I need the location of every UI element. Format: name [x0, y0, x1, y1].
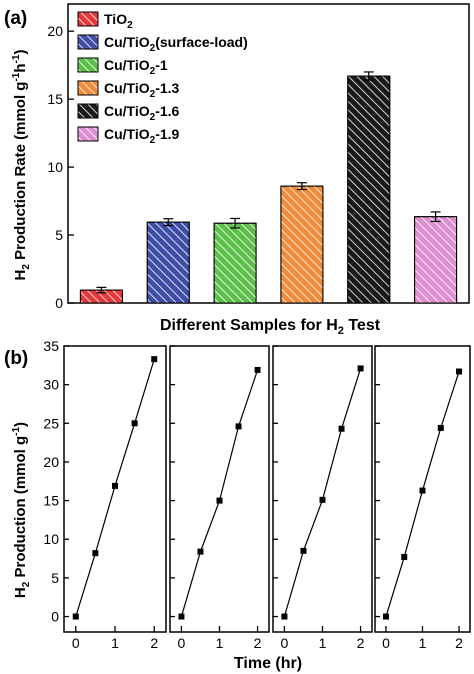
panel-b-ylabel: H2 Production (mmol g-1)	[11, 422, 32, 598]
data-point	[338, 425, 345, 432]
panel-a-xlabel: Different Samples for H2 Test	[160, 317, 381, 337]
data-point	[419, 487, 426, 494]
data-point	[300, 547, 307, 554]
y-tick-label: 25	[43, 415, 59, 431]
x-tick-label: 1	[111, 635, 119, 651]
x-tick-label: 2	[357, 635, 365, 651]
data-point	[281, 613, 288, 620]
data-point	[92, 550, 99, 557]
y-tick-label: 30	[43, 377, 59, 393]
legend-label: Cu/TiO2(surface-load)	[104, 34, 248, 54]
panel-a-label: (a)	[4, 8, 27, 29]
x-tick-label: 0	[178, 635, 186, 651]
y-tick-label: 10	[47, 159, 63, 175]
data-point	[235, 423, 242, 430]
y-tick-label: 15	[43, 493, 59, 509]
y-tick-label: 0	[51, 609, 59, 625]
data-point	[456, 368, 463, 375]
plot-frame	[67, 3, 470, 304]
data-point	[112, 482, 118, 489]
data-point	[216, 497, 223, 504]
data-point	[382, 613, 389, 620]
legend-swatch-hatch	[77, 80, 99, 96]
x-tick-label: 1	[419, 635, 427, 651]
legend-swatch-hatch	[77, 34, 99, 50]
bar-chart-panel: 0 5 10 15 20 TiO2 Cu/TiO2(surface-load) Cu/TiO2…	[47, 3, 470, 311]
y-tick-label: 20	[43, 454, 59, 470]
data-point	[178, 613, 185, 620]
subplot-frame	[63, 345, 167, 633]
series-line	[283, 368, 362, 617]
panel-b-label: (b)	[4, 348, 28, 369]
data-point	[401, 554, 408, 561]
data-point	[357, 365, 364, 372]
x-tick-label: 2	[455, 635, 463, 651]
panel-a-ylabel: H2 Production Rate (mmol g-1h-1)	[11, 50, 32, 281]
x-tick-label: 0	[281, 635, 289, 651]
bar-hatch	[146, 221, 190, 304]
legend-label: TiO2	[104, 11, 133, 31]
bar-hatch	[213, 222, 257, 304]
x-tick-label: 0	[382, 635, 390, 651]
y-tick-label: 5	[51, 570, 59, 586]
legend-swatch-hatch	[77, 126, 99, 142]
x-tick-label: 2	[150, 635, 158, 651]
y-tick-label: 10	[43, 531, 59, 547]
data-point	[254, 366, 261, 373]
legend-label: Cu/TiO2-1.9	[104, 126, 180, 146]
legend-swatch-hatch	[77, 103, 99, 119]
series-line	[180, 369, 259, 617]
legend-swatch-hatch	[77, 57, 99, 73]
y-tick-label: 15	[47, 91, 63, 107]
x-tick-label: 1	[319, 635, 327, 651]
panel-b-xlabel: Time (hr)	[234, 655, 302, 672]
x-tick-label: 2	[254, 635, 262, 651]
data-point	[197, 548, 204, 555]
legend-label: Cu/TiO2-1.6	[104, 103, 180, 123]
series-line	[385, 371, 460, 617]
data-point	[437, 424, 444, 431]
y-tick-label: 5	[55, 227, 63, 243]
bar-hatch	[347, 75, 391, 304]
subplot-frame	[272, 345, 373, 633]
bar-hatch	[280, 185, 324, 304]
data-point	[319, 496, 326, 503]
data-point	[131, 420, 138, 427]
y-tick-label: 0	[55, 295, 63, 311]
y-tick-label: 35	[43, 338, 59, 354]
data-point	[72, 613, 79, 620]
y-tick-label: 20	[47, 23, 63, 39]
bar-hatch	[414, 216, 458, 304]
legend-swatch-hatch	[77, 11, 99, 27]
x-tick-label: 1	[216, 635, 224, 651]
data-point	[151, 356, 158, 363]
subplot-frame	[169, 345, 270, 633]
legend-label: Cu/TiO2-1.3	[104, 80, 180, 100]
x-tick-label: 0	[72, 635, 80, 651]
legend-label: Cu/TiO2-1	[104, 57, 168, 77]
